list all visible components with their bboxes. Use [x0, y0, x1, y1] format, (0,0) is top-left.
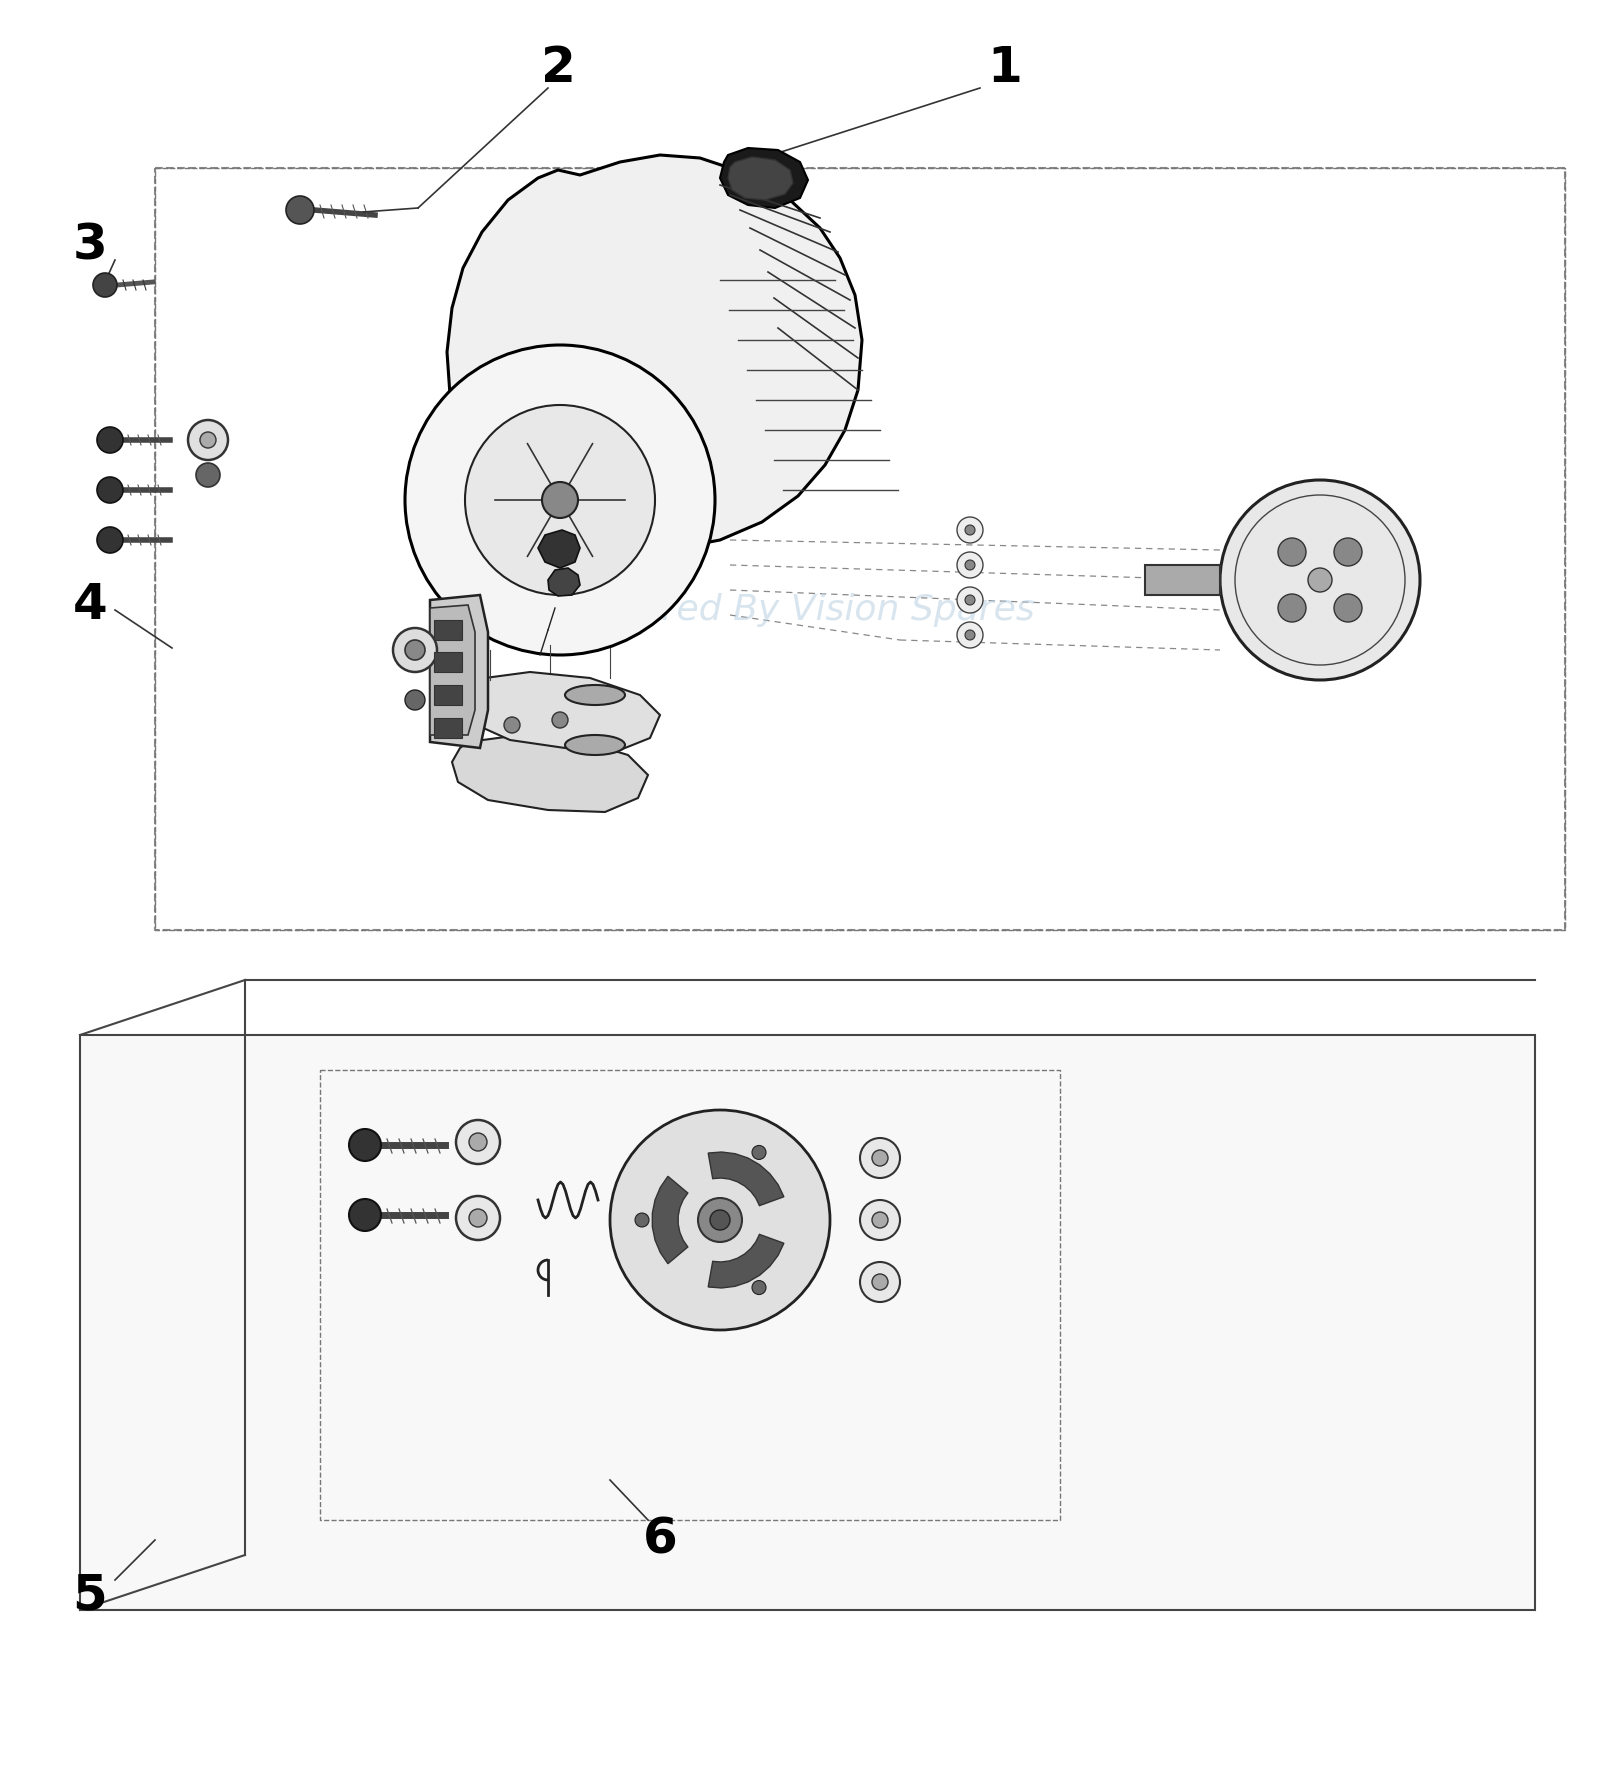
Circle shape — [1278, 595, 1306, 621]
Polygon shape — [434, 718, 462, 738]
Circle shape — [456, 1196, 499, 1239]
Circle shape — [957, 518, 982, 543]
Circle shape — [1334, 537, 1362, 566]
Circle shape — [93, 272, 117, 297]
Circle shape — [752, 1146, 766, 1159]
Circle shape — [1278, 537, 1306, 566]
Polygon shape — [538, 530, 579, 568]
Polygon shape — [709, 1152, 784, 1205]
Circle shape — [872, 1150, 888, 1166]
Circle shape — [965, 630, 974, 639]
Circle shape — [504, 716, 520, 733]
Polygon shape — [720, 149, 808, 208]
Polygon shape — [1146, 564, 1221, 595]
Polygon shape — [547, 568, 579, 596]
Circle shape — [98, 527, 123, 553]
Circle shape — [189, 421, 229, 460]
Polygon shape — [453, 734, 648, 811]
Polygon shape — [430, 605, 475, 734]
Circle shape — [405, 639, 426, 661]
Ellipse shape — [565, 734, 626, 756]
Text: 2: 2 — [541, 45, 576, 91]
Circle shape — [98, 476, 123, 503]
Circle shape — [1221, 480, 1421, 681]
Circle shape — [349, 1198, 381, 1230]
Text: 3: 3 — [72, 220, 107, 269]
Polygon shape — [709, 1234, 784, 1288]
Circle shape — [635, 1213, 650, 1227]
Circle shape — [1309, 568, 1331, 593]
Circle shape — [466, 405, 654, 595]
Circle shape — [469, 1209, 486, 1227]
Polygon shape — [446, 156, 862, 548]
Circle shape — [542, 482, 578, 518]
Circle shape — [861, 1137, 899, 1178]
Circle shape — [872, 1213, 888, 1229]
Polygon shape — [653, 1177, 688, 1264]
Circle shape — [349, 1128, 381, 1161]
Circle shape — [469, 1134, 486, 1152]
Circle shape — [752, 1281, 766, 1295]
Polygon shape — [728, 158, 794, 201]
Text: 6: 6 — [643, 1515, 677, 1564]
Circle shape — [698, 1198, 742, 1241]
Circle shape — [957, 587, 982, 613]
Circle shape — [957, 552, 982, 578]
Circle shape — [872, 1273, 888, 1290]
Circle shape — [610, 1110, 830, 1331]
Circle shape — [552, 713, 568, 727]
Circle shape — [710, 1211, 730, 1230]
Circle shape — [965, 595, 974, 605]
Polygon shape — [80, 1035, 1534, 1610]
Text: 5: 5 — [72, 1571, 107, 1619]
Circle shape — [200, 432, 216, 448]
Polygon shape — [434, 652, 462, 672]
Circle shape — [861, 1200, 899, 1239]
Circle shape — [98, 426, 123, 453]
Circle shape — [965, 525, 974, 536]
Circle shape — [195, 464, 221, 487]
Circle shape — [861, 1263, 899, 1302]
Circle shape — [965, 561, 974, 570]
Ellipse shape — [565, 684, 626, 706]
Circle shape — [405, 346, 715, 656]
Circle shape — [394, 629, 437, 672]
Text: Powered By Vision Spares: Powered By Vision Spares — [566, 593, 1034, 627]
Polygon shape — [430, 595, 488, 749]
Text: 1: 1 — [987, 45, 1022, 91]
Polygon shape — [434, 620, 462, 639]
Polygon shape — [462, 672, 661, 750]
Polygon shape — [434, 684, 462, 706]
Circle shape — [405, 690, 426, 709]
Circle shape — [286, 195, 314, 224]
Circle shape — [1334, 595, 1362, 621]
Circle shape — [456, 1119, 499, 1164]
Text: 4: 4 — [72, 580, 107, 629]
Circle shape — [957, 621, 982, 648]
